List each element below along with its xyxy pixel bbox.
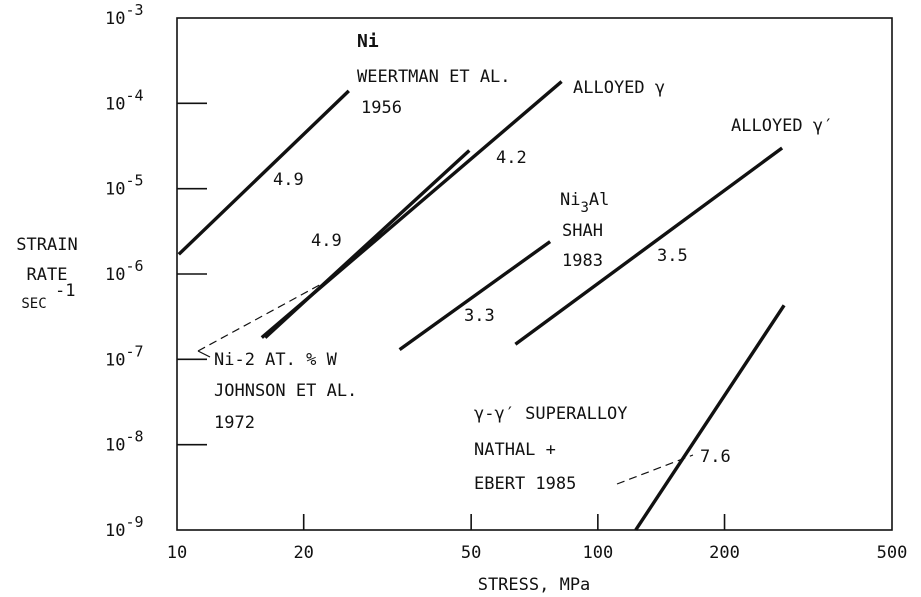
y-tick-exponent: -3 (125, 1, 143, 19)
slope-label-ni: 4.9 (273, 170, 304, 190)
axis-tick-labels: 10 20 50 100 200 50010-910-810-710-610-510-41… (105, 1, 907, 563)
x-axis-label: STRESS, MPa (478, 575, 591, 595)
y-tick-base: 10 (105, 521, 125, 541)
y-tick-exponent: -8 (125, 428, 143, 446)
nathal-label: NATHAL + (474, 440, 556, 460)
y-tick-exponent: -7 (125, 342, 143, 360)
slope-label-lower-49: 4.9 (311, 231, 342, 251)
johnson-year-label: 1972 (214, 413, 255, 433)
series-lines (177, 80, 786, 531)
weertman-text: WEERTMAN ET AL. (357, 67, 511, 87)
y-tick-label: 10-7 (105, 342, 144, 370)
y-tick-label: 10-6 (105, 257, 144, 285)
y-tick-base: 10 (105, 180, 125, 200)
y-axis-label-line2: RATE (27, 265, 68, 285)
series-line-6 (634, 304, 786, 531)
shah-label: SHAH (562, 221, 603, 241)
ni-title-label: Ni (357, 31, 379, 52)
axis-ticks (177, 102, 726, 530)
alloyed-gamma-prime-label: ALLOYED γ′ (731, 116, 833, 136)
y-tick-label: 10-9 (105, 513, 144, 541)
slope-label-35: 3.5 (657, 246, 688, 266)
y-tick-exponent: -6 (125, 257, 143, 275)
x-tick-label: 200 (709, 543, 740, 563)
shah-year-label: 1983 (562, 251, 603, 271)
series-line-5 (514, 146, 784, 346)
y-tick-base: 10 (105, 265, 125, 285)
alloyed-gamma-label: ALLOYED γ (573, 78, 665, 98)
series-line-1 (177, 89, 350, 256)
niw-label: Ni-2 AT. % W (214, 350, 338, 370)
slope-label-42: 4.2 (496, 148, 527, 168)
weertman-label: WEERTMAN ET AL. (357, 67, 511, 87)
x-tick-label: 10 (167, 543, 187, 563)
niw-leader-line (197, 281, 326, 352)
y-tick-base: 10 (105, 9, 125, 29)
slope-label-33: 3.3 (464, 306, 495, 326)
johnson-label: JOHNSON ET AL. (214, 381, 357, 401)
series-line-4 (398, 240, 552, 351)
x-tick-label: 500 (877, 543, 908, 563)
slope-label-76: 7.6 (700, 447, 731, 467)
ni3al-subscript: 3 (580, 200, 588, 216)
ni3al-al: Al (589, 190, 609, 210)
y-axis-label-line1: STRAIN (16, 235, 77, 255)
y-tick-label: 10-3 (105, 1, 144, 29)
superalloy-label: γ-γ′ SUPERALLOY (474, 404, 628, 424)
x-tick-label: 20 (293, 543, 313, 563)
niw-leader-tick (197, 350, 211, 358)
x-tick-label: 100 (582, 543, 613, 563)
y-tick-exponent: -4 (125, 86, 143, 104)
y-axis-label-unit: SEC (21, 296, 46, 312)
y-tick-label: 10-4 (105, 86, 144, 114)
y-tick-base: 10 (105, 94, 125, 114)
x-tick-label: 50 (461, 543, 481, 563)
ebert-leader-line (616, 454, 694, 485)
y-axis-label-exponent: -1 (55, 281, 75, 301)
weertman-year-label: 1956 (361, 98, 402, 118)
y-tick-exponent: -9 (125, 513, 143, 531)
ebert-label: EBERT 1985 (474, 474, 576, 494)
y-tick-base: 10 (105, 350, 125, 370)
y-tick-label: 10-8 (105, 428, 144, 456)
series-line-3 (264, 149, 471, 339)
y-tick-label: 10-5 (105, 172, 144, 200)
y-tick-exponent: -5 (125, 172, 143, 190)
y-tick-base: 10 (105, 436, 125, 456)
y-axis-label-line3: SEC (21, 296, 46, 312)
ni3al-ni: Ni (560, 190, 580, 210)
ni3al-label: Ni3Al (560, 190, 609, 216)
